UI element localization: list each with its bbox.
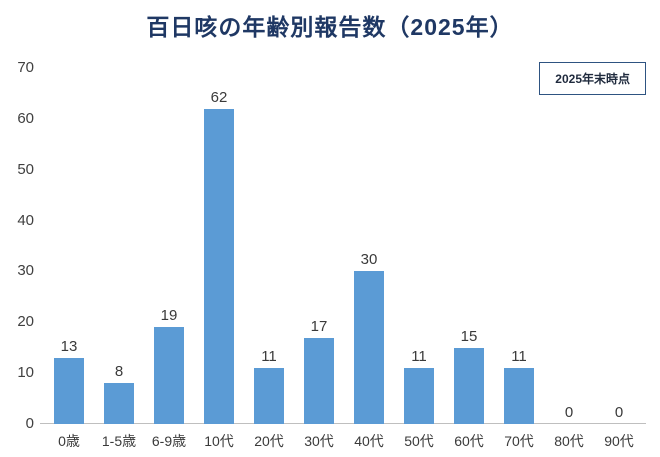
bar-value-label: 15 <box>460 327 478 345</box>
x-tick-label: 40代 <box>354 433 384 449</box>
bar-value-label: 17 <box>310 317 328 335</box>
x-tick-label: 80代 <box>554 433 584 449</box>
bar-column: 0 <box>544 68 594 424</box>
y-tick-label: 60 <box>17 109 34 127</box>
bar <box>304 337 334 424</box>
y-tick-label: 50 <box>17 160 34 178</box>
bar-value-label: 8 <box>114 363 124 381</box>
bar <box>404 368 434 424</box>
chart-title: 百日咳の年齢別報告数（2025年） <box>146 14 514 40</box>
bar <box>154 327 184 424</box>
bar-value-label: 11 <box>511 348 527 366</box>
x-tick-label: 50代 <box>404 433 434 449</box>
bar <box>254 368 284 424</box>
bars-group: 13 8 19 62 11 17 30 11 15 11 0 0 <box>44 68 644 424</box>
bar-value-label: 0 <box>564 404 574 421</box>
bar-column: 11 <box>494 68 544 424</box>
bar-column: 11 <box>244 68 294 424</box>
x-tick-label: 6-9歳 <box>151 433 187 449</box>
annotation-box: 2025年末時点 <box>539 62 646 95</box>
y-tick-label: 40 <box>17 211 34 229</box>
bar-value-label: 30 <box>360 251 378 269</box>
bar-column: 30 <box>344 68 394 424</box>
y-axis: 0 10 20 30 40 50 60 70 <box>0 0 40 457</box>
y-tick-label: 0 <box>25 415 34 432</box>
bar <box>354 271 384 424</box>
y-tick-label: 70 <box>17 59 34 76</box>
bar <box>204 108 234 424</box>
bar-column: 11 <box>394 68 444 424</box>
x-tick-label: 20代 <box>254 433 284 449</box>
bar <box>54 357 84 424</box>
x-tick-label: 90代 <box>604 433 634 449</box>
bar-value-label: 19 <box>160 307 178 325</box>
bar-value-label: 62 <box>210 88 228 106</box>
bar-column: 19 <box>144 68 194 424</box>
bar-column: 8 <box>94 68 144 424</box>
bar-column: 0 <box>594 68 644 424</box>
x-tick-label: 70代 <box>504 433 534 449</box>
bar-column: 13 <box>44 68 94 424</box>
y-tick-label: 30 <box>17 262 34 280</box>
x-tick-label: 60代 <box>454 433 484 449</box>
bar-value-label: 11 <box>261 348 277 366</box>
bar-value-label: 13 <box>60 337 78 355</box>
bar-column: 17 <box>294 68 344 424</box>
bar <box>454 347 484 424</box>
y-tick-label: 10 <box>17 364 34 382</box>
x-tick-label: 10代 <box>204 433 234 449</box>
bar-value-label: 11 <box>411 348 427 366</box>
bar <box>504 368 534 424</box>
x-tick-label: 1-5歳 <box>101 433 137 449</box>
plot-area: 13 8 19 62 11 17 30 11 15 11 0 0 <box>40 68 646 424</box>
bar-column: 62 <box>194 68 244 424</box>
x-axis-line <box>40 423 646 424</box>
bar-column: 15 <box>444 68 494 424</box>
bar-value-label: 0 <box>614 404 624 421</box>
bar <box>104 383 134 424</box>
y-tick-label: 20 <box>17 313 34 331</box>
x-tick-label: 30代 <box>304 433 334 449</box>
x-axis-labels: 0歳 1-5歳 6-9歳 10代 20代 30代 40代 50代 60代 70代 80代 90代 <box>44 431 644 451</box>
annotation-text: 2025年末時点 <box>555 72 630 86</box>
x-tick-label: 0歳 <box>58 433 80 449</box>
